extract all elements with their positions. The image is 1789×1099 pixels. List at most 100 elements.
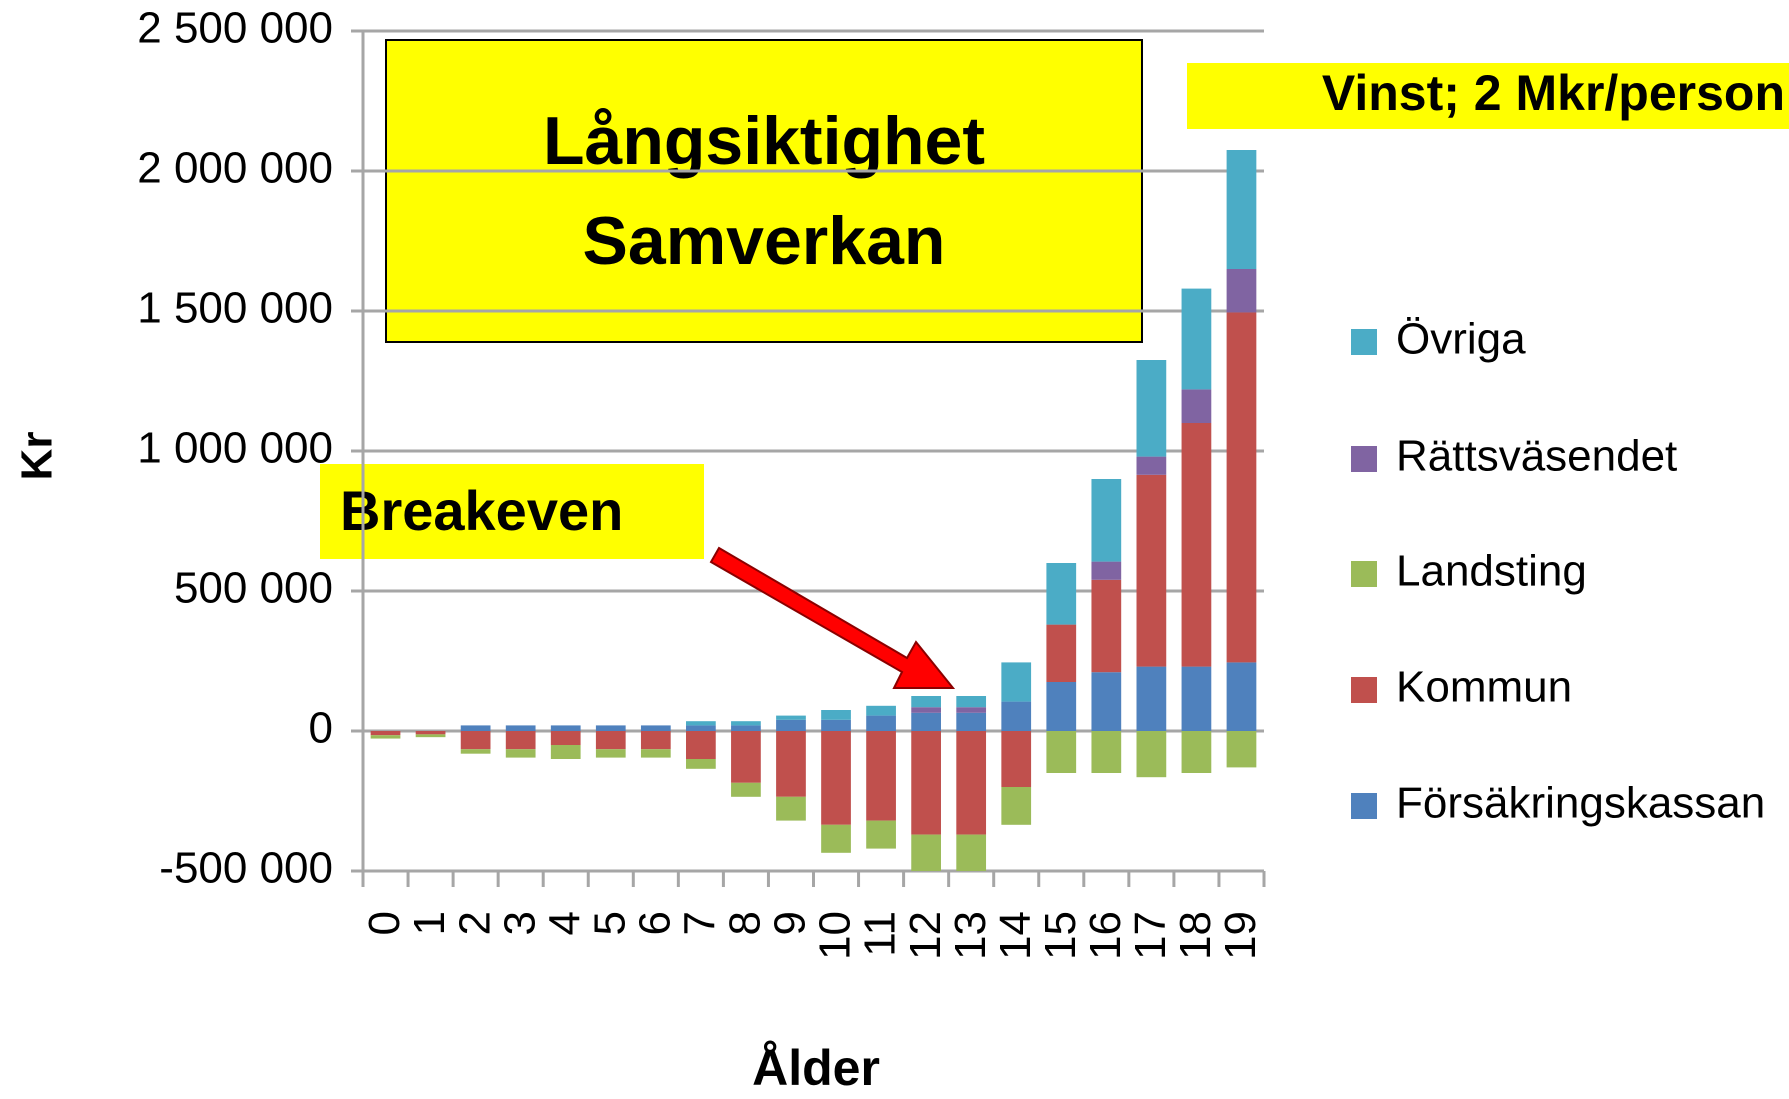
bar (640, 725, 671, 731)
annotation-box (320, 464, 704, 559)
bar (731, 725, 761, 731)
bar (1181, 423, 1212, 667)
x-tick-label: 6 (630, 911, 679, 935)
legend-swatch (1351, 561, 1377, 587)
bar (911, 834, 941, 871)
bar (460, 731, 491, 750)
bar (1046, 682, 1077, 731)
bar (460, 725, 491, 731)
x-tick-label: 16 (1081, 911, 1130, 960)
bar (911, 731, 941, 835)
bar (1091, 561, 1122, 580)
bar (956, 707, 987, 713)
bar (370, 731, 401, 736)
bar (640, 749, 671, 758)
bar (776, 796, 806, 821)
bar (550, 725, 581, 731)
bar (866, 715, 896, 731)
bar (686, 731, 716, 759)
bar (370, 735, 401, 739)
bar (686, 721, 716, 726)
y-axis-label: Kr (13, 432, 62, 481)
x-tick-label: 19 (1216, 911, 1265, 960)
bar (595, 749, 626, 758)
x-tick-label: 7 (676, 911, 725, 935)
bar (595, 731, 626, 750)
bar (1091, 479, 1122, 562)
y-tick-label: 1 000 000 (137, 424, 333, 473)
bar (911, 712, 941, 731)
bar (686, 725, 716, 731)
bar (956, 834, 987, 871)
bar (1181, 731, 1212, 773)
y-tick-label: 2 000 000 (137, 144, 333, 193)
bar (1136, 731, 1167, 778)
bar (1001, 662, 1032, 702)
y-tick-label: 500 000 (174, 564, 333, 613)
bar (1001, 731, 1032, 787)
x-tick-label: 13 (946, 911, 995, 960)
legend-label: Rättsväsendet (1396, 432, 1677, 481)
bar (1091, 579, 1122, 673)
bar (776, 715, 806, 720)
legend-swatch (1351, 677, 1377, 703)
bar (776, 719, 806, 731)
bar (550, 745, 581, 759)
bar (1181, 666, 1212, 731)
bar (866, 820, 896, 849)
legend-label: Kommun (1396, 663, 1572, 712)
x-tick-label: 11 (856, 911, 905, 957)
bar (731, 721, 761, 726)
bar (1046, 563, 1077, 625)
y-tick-label: -500 000 (159, 844, 333, 893)
x-tick-label: 3 (495, 911, 544, 935)
legend-swatch (1351, 329, 1377, 355)
bar (1001, 787, 1032, 825)
y-tick-label: 0 (309, 704, 333, 753)
x-tick-label: 18 (1171, 911, 1220, 960)
x-tick-label: 8 (721, 911, 770, 935)
bar (505, 731, 536, 750)
x-tick-label: 10 (811, 911, 860, 960)
grid (351, 29, 1266, 887)
bar (1136, 474, 1167, 667)
annotation: Breakeven (340, 479, 623, 542)
bar (821, 824, 851, 853)
legend-label: Försäkringskassan (1396, 779, 1765, 828)
bar (550, 731, 581, 745)
x-tick-label: 14 (991, 911, 1040, 960)
bar (1136, 360, 1167, 457)
x-tick-label: 17 (1126, 911, 1175, 960)
bar (1226, 269, 1257, 313)
bar (911, 707, 941, 713)
bar (1046, 731, 1077, 773)
bar (956, 696, 987, 708)
bar (1046, 624, 1077, 682)
bar (686, 759, 716, 769)
bar (505, 725, 536, 731)
bar (415, 734, 446, 738)
bar (1226, 150, 1257, 269)
bar (1181, 288, 1212, 390)
bar (1091, 672, 1122, 731)
bar (1136, 456, 1167, 475)
bar (1226, 312, 1257, 663)
x-tick-label: 9 (766, 911, 815, 935)
bar (866, 731, 896, 821)
x-tick-label: 2 (450, 911, 499, 935)
bar (821, 731, 851, 825)
annotation-box (385, 39, 1143, 343)
x-tick-label: 12 (901, 911, 950, 960)
bar (731, 782, 761, 797)
legend-swatch (1351, 446, 1377, 472)
x-tick-label: 15 (1036, 911, 1085, 960)
bar (1181, 389, 1212, 423)
bar (821, 710, 851, 720)
y-tick-label: 2 500 000 (137, 4, 333, 53)
bar (776, 731, 806, 797)
bar (640, 731, 671, 750)
bar (956, 731, 987, 835)
x-tick-label: 0 (360, 911, 409, 935)
bar (1001, 701, 1032, 731)
legend-label: Landsting (1396, 547, 1587, 596)
